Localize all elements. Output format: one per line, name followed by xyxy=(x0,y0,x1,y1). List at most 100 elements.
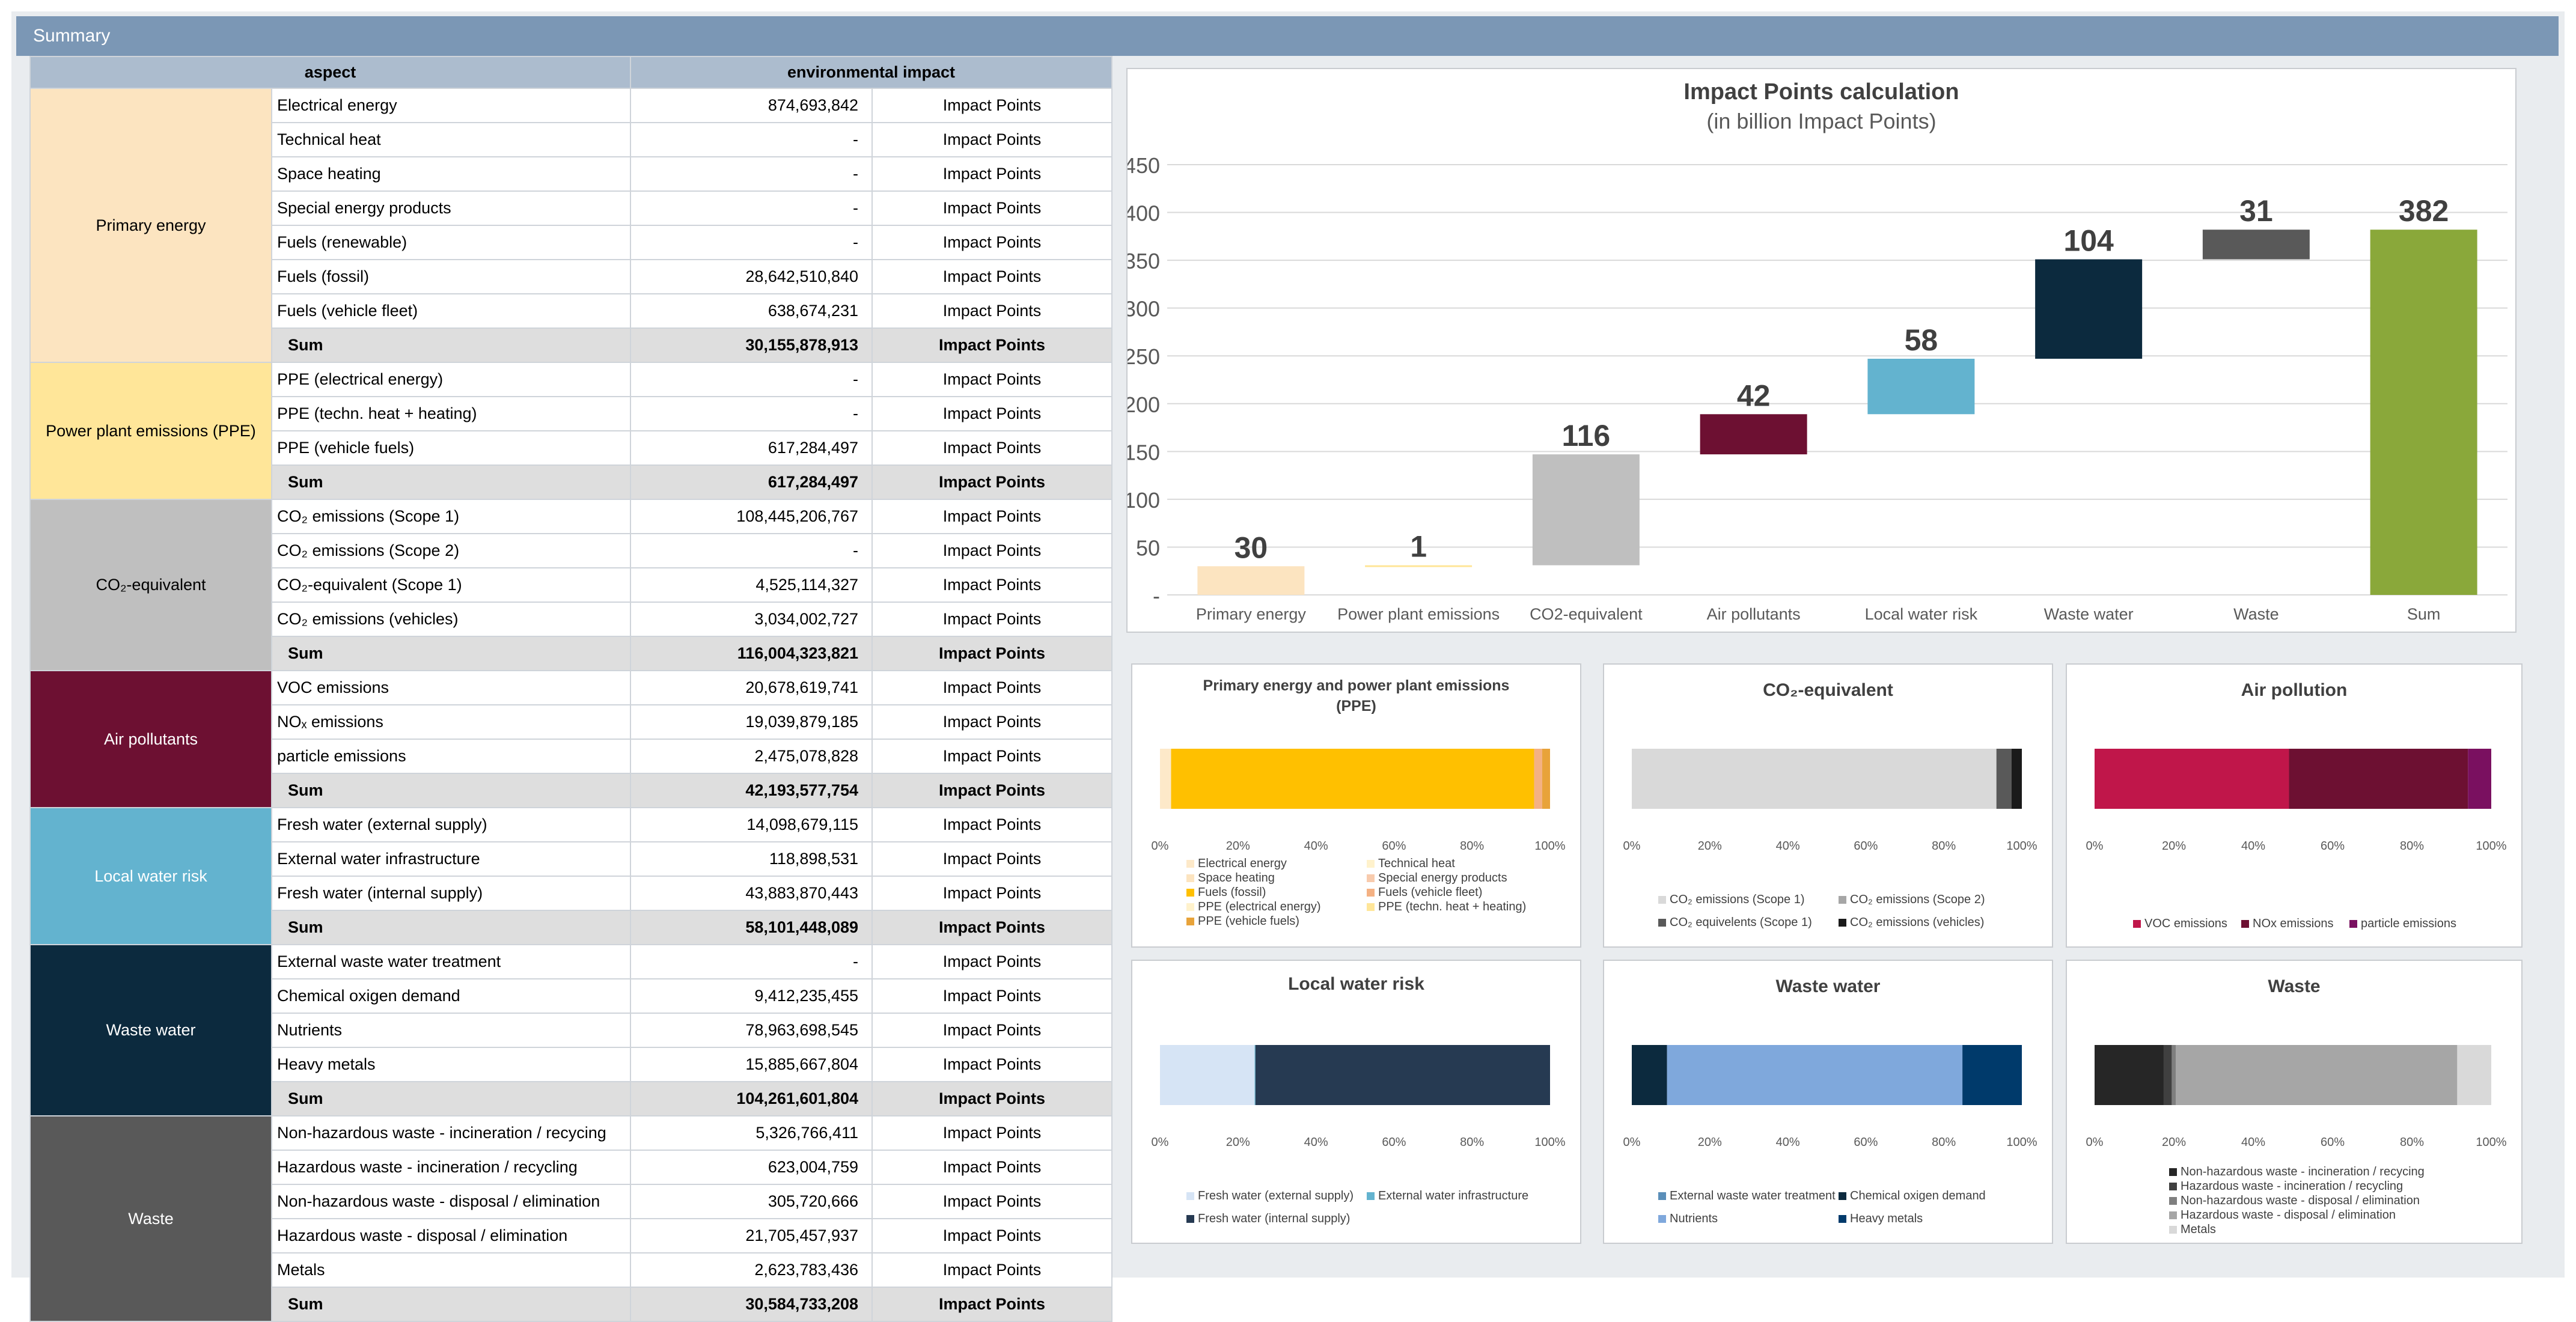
segment-fuels-fossil[interactable] xyxy=(1171,749,1534,809)
group-label-air-pollutants[interactable]: Air pollutants xyxy=(29,670,272,808)
segment-voc-emissions[interactable] xyxy=(2095,749,2289,809)
row-unit[interactable]: Impact Points xyxy=(871,430,1113,466)
row-label[interactable]: CO₂ emissions (vehicles) xyxy=(271,602,631,637)
row-label[interactable]: Fuels (vehicle fleet) xyxy=(271,293,631,329)
segment-nutrients[interactable] xyxy=(1667,1045,1963,1105)
row-value[interactable]: - xyxy=(630,533,873,568)
segment-chemical-oxigen-demand[interactable] xyxy=(1632,1045,1667,1105)
row-unit[interactable]: Impact Points xyxy=(871,396,1113,431)
row-label[interactable]: Non-hazardous waste - disposal / elimina… xyxy=(271,1184,631,1219)
segment-fuels-vehicle-fleet[interactable] xyxy=(1534,749,1542,809)
row-value[interactable]: 623,004,759 xyxy=(630,1150,873,1185)
row-unit[interactable]: Impact Points xyxy=(871,602,1113,637)
row-label[interactable]: Heavy metals xyxy=(271,1047,631,1082)
row-unit[interactable]: Impact Points xyxy=(871,465,1113,500)
row-value[interactable]: 42,193,577,754 xyxy=(630,773,873,808)
row-label[interactable]: CO₂ emissions (Scope 2) xyxy=(271,533,631,568)
group-label-power-plant-emissions-ppe[interactable]: Power plant emissions (PPE) xyxy=(29,362,272,500)
row-value[interactable]: 118,898,531 xyxy=(630,841,873,877)
segment-ppe-vehicle-fuels[interactable] xyxy=(1542,749,1550,809)
row-value[interactable]: - xyxy=(630,225,873,260)
row-unit[interactable]: Impact Points xyxy=(871,533,1113,568)
row-value[interactable]: 43,883,870,443 xyxy=(630,876,873,911)
row-value[interactable]: 3,034,002,727 xyxy=(630,602,873,637)
row-label[interactable]: PPE (electrical energy) xyxy=(271,362,631,397)
row-label[interactable]: CO₂ emissions (Scope 1) xyxy=(271,499,631,534)
row-value[interactable]: 58,101,448,089 xyxy=(630,910,873,945)
segment-co-equivelents-scope-1[interactable] xyxy=(1996,749,2012,809)
row-label[interactable]: Special energy products xyxy=(271,190,631,226)
row-label[interactable]: CO₂-equivalent (Scope 1) xyxy=(271,567,631,603)
segment-particle-emissions[interactable] xyxy=(2468,749,2491,809)
row-label[interactable]: Sum xyxy=(271,910,631,945)
row-label[interactable]: NOₓ emissions xyxy=(271,704,631,740)
row-label[interactable]: Fuels (fossil) xyxy=(271,259,631,294)
row-unit[interactable]: Impact Points xyxy=(871,910,1113,945)
group-label-local-water-risk[interactable]: Local water risk xyxy=(29,807,272,945)
row-unit[interactable]: Impact Points xyxy=(871,190,1113,226)
row-unit[interactable]: Impact Points xyxy=(871,636,1113,671)
row-unit[interactable]: Impact Points xyxy=(871,944,1113,979)
row-value[interactable]: - xyxy=(630,190,873,226)
row-unit[interactable]: Impact Points xyxy=(871,293,1113,329)
segment-co-emissions-scope-1[interactable] xyxy=(1632,749,1997,809)
row-unit[interactable]: Impact Points xyxy=(871,704,1113,740)
row-label[interactable]: External water infrastructure xyxy=(271,841,631,877)
co2-chart-panel[interactable]: CO₂-equivalent 0% 20% 40% 60% 80% 100% CO₂ em… xyxy=(1603,663,2053,948)
row-value[interactable]: 638,674,231 xyxy=(630,293,873,329)
row-value[interactable]: 28,642,510,840 xyxy=(630,259,873,294)
row-value[interactable]: 116,004,323,821 xyxy=(630,636,873,671)
row-unit[interactable]: Impact Points xyxy=(871,670,1113,705)
segment-nox-emissions[interactable] xyxy=(2289,749,2468,809)
bar-air-pollutants[interactable] xyxy=(1700,414,1807,455)
row-label[interactable]: Hazardous waste - incineration / recycli… xyxy=(271,1150,631,1185)
row-unit[interactable]: Impact Points xyxy=(871,773,1113,808)
row-value[interactable]: 78,963,698,545 xyxy=(630,1013,873,1048)
bar-primary-energy[interactable] xyxy=(1197,566,1305,595)
row-unit[interactable]: Impact Points xyxy=(871,1115,1113,1151)
row-value[interactable]: 20,678,619,741 xyxy=(630,670,873,705)
row-value[interactable]: 617,284,497 xyxy=(630,430,873,466)
row-label[interactable]: Space heating xyxy=(271,156,631,192)
row-label[interactable]: Sum xyxy=(271,327,631,363)
ppe-chart-panel[interactable]: Primary energy and power plant emissions… xyxy=(1131,663,1581,948)
waste-chart-panel[interactable]: Waste 0% 20% 40% 60% 80% 100% Non-hazardous w… xyxy=(2066,960,2523,1244)
row-label[interactable]: PPE (techn. heat + heating) xyxy=(271,396,631,431)
row-unit[interactable]: Impact Points xyxy=(871,1150,1113,1185)
row-value[interactable]: 874,693,842 xyxy=(630,88,873,123)
row-value[interactable]: - xyxy=(630,944,873,979)
segment-non-hazardous-waste-disposal-elimination[interactable] xyxy=(2172,1045,2176,1105)
row-value[interactable]: - xyxy=(630,362,873,397)
row-label[interactable]: External waste water treatment xyxy=(271,944,631,979)
row-unit[interactable]: Impact Points xyxy=(871,1218,1113,1253)
row-unit[interactable]: Impact Points xyxy=(871,362,1113,397)
row-label[interactable]: Sum xyxy=(271,465,631,500)
row-label[interactable]: Hazardous waste - disposal / elimination xyxy=(271,1218,631,1253)
row-value[interactable]: 4,525,114,327 xyxy=(630,567,873,603)
air-pollution-chart-panel[interactable]: Air pollution 0% 20% 40% 60% 80% 100% VOC emi… xyxy=(2066,663,2523,948)
local-water-chart-panel[interactable]: Local water risk 0% 20% 40% 60% 80% 100% Fres… xyxy=(1131,960,1581,1244)
row-value[interactable]: - xyxy=(630,396,873,431)
row-label[interactable]: Fuels (renewable) xyxy=(271,225,631,260)
row-value[interactable]: - xyxy=(630,122,873,157)
waste-water-chart-panel[interactable]: Waste water 0% 20% 40% 60% 80% 100% External … xyxy=(1603,960,2053,1244)
group-label-waste-water[interactable]: Waste water xyxy=(29,944,272,1116)
group-label-waste[interactable]: Waste xyxy=(29,1115,272,1322)
row-label[interactable]: Fresh water (internal supply) xyxy=(271,876,631,911)
segment-heavy-metals[interactable] xyxy=(1962,1045,2022,1105)
row-unit[interactable]: Impact Points xyxy=(871,876,1113,911)
row-unit[interactable]: Impact Points xyxy=(871,739,1113,774)
row-unit[interactable]: Impact Points xyxy=(871,978,1113,1014)
segment-external-water-infrastructure[interactable] xyxy=(1254,1045,1256,1105)
row-label[interactable]: Non-hazardous waste - incineration / rec… xyxy=(271,1115,631,1151)
group-label-primary-energy[interactable]: Primary energy xyxy=(29,88,272,363)
row-unit[interactable]: Impact Points xyxy=(871,225,1113,260)
segment-co-emissions-vehicles[interactable] xyxy=(2011,749,2022,809)
row-unit[interactable]: Impact Points xyxy=(871,807,1113,842)
row-value[interactable]: 19,039,879,185 xyxy=(630,704,873,740)
row-value[interactable]: 21,705,457,937 xyxy=(630,1218,873,1253)
segment-fresh-water-external-supply[interactable] xyxy=(1160,1045,1255,1105)
row-label[interactable]: PPE (vehicle fuels) xyxy=(271,430,631,466)
row-value[interactable]: 30,584,733,208 xyxy=(630,1287,873,1322)
row-unit[interactable]: Impact Points xyxy=(871,327,1113,363)
